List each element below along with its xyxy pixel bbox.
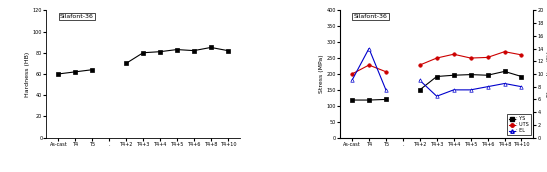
Y-axis label: Hardness (HB): Hardness (HB) bbox=[25, 51, 30, 97]
Text: Silafont-36: Silafont-36 bbox=[354, 14, 387, 19]
Y-axis label: Stress (MPa): Stress (MPa) bbox=[319, 55, 324, 93]
Text: Silafont-36: Silafont-36 bbox=[60, 14, 94, 19]
Legend: : YS, : UTS, : EL: : YS, : UTS, : EL bbox=[507, 114, 531, 135]
